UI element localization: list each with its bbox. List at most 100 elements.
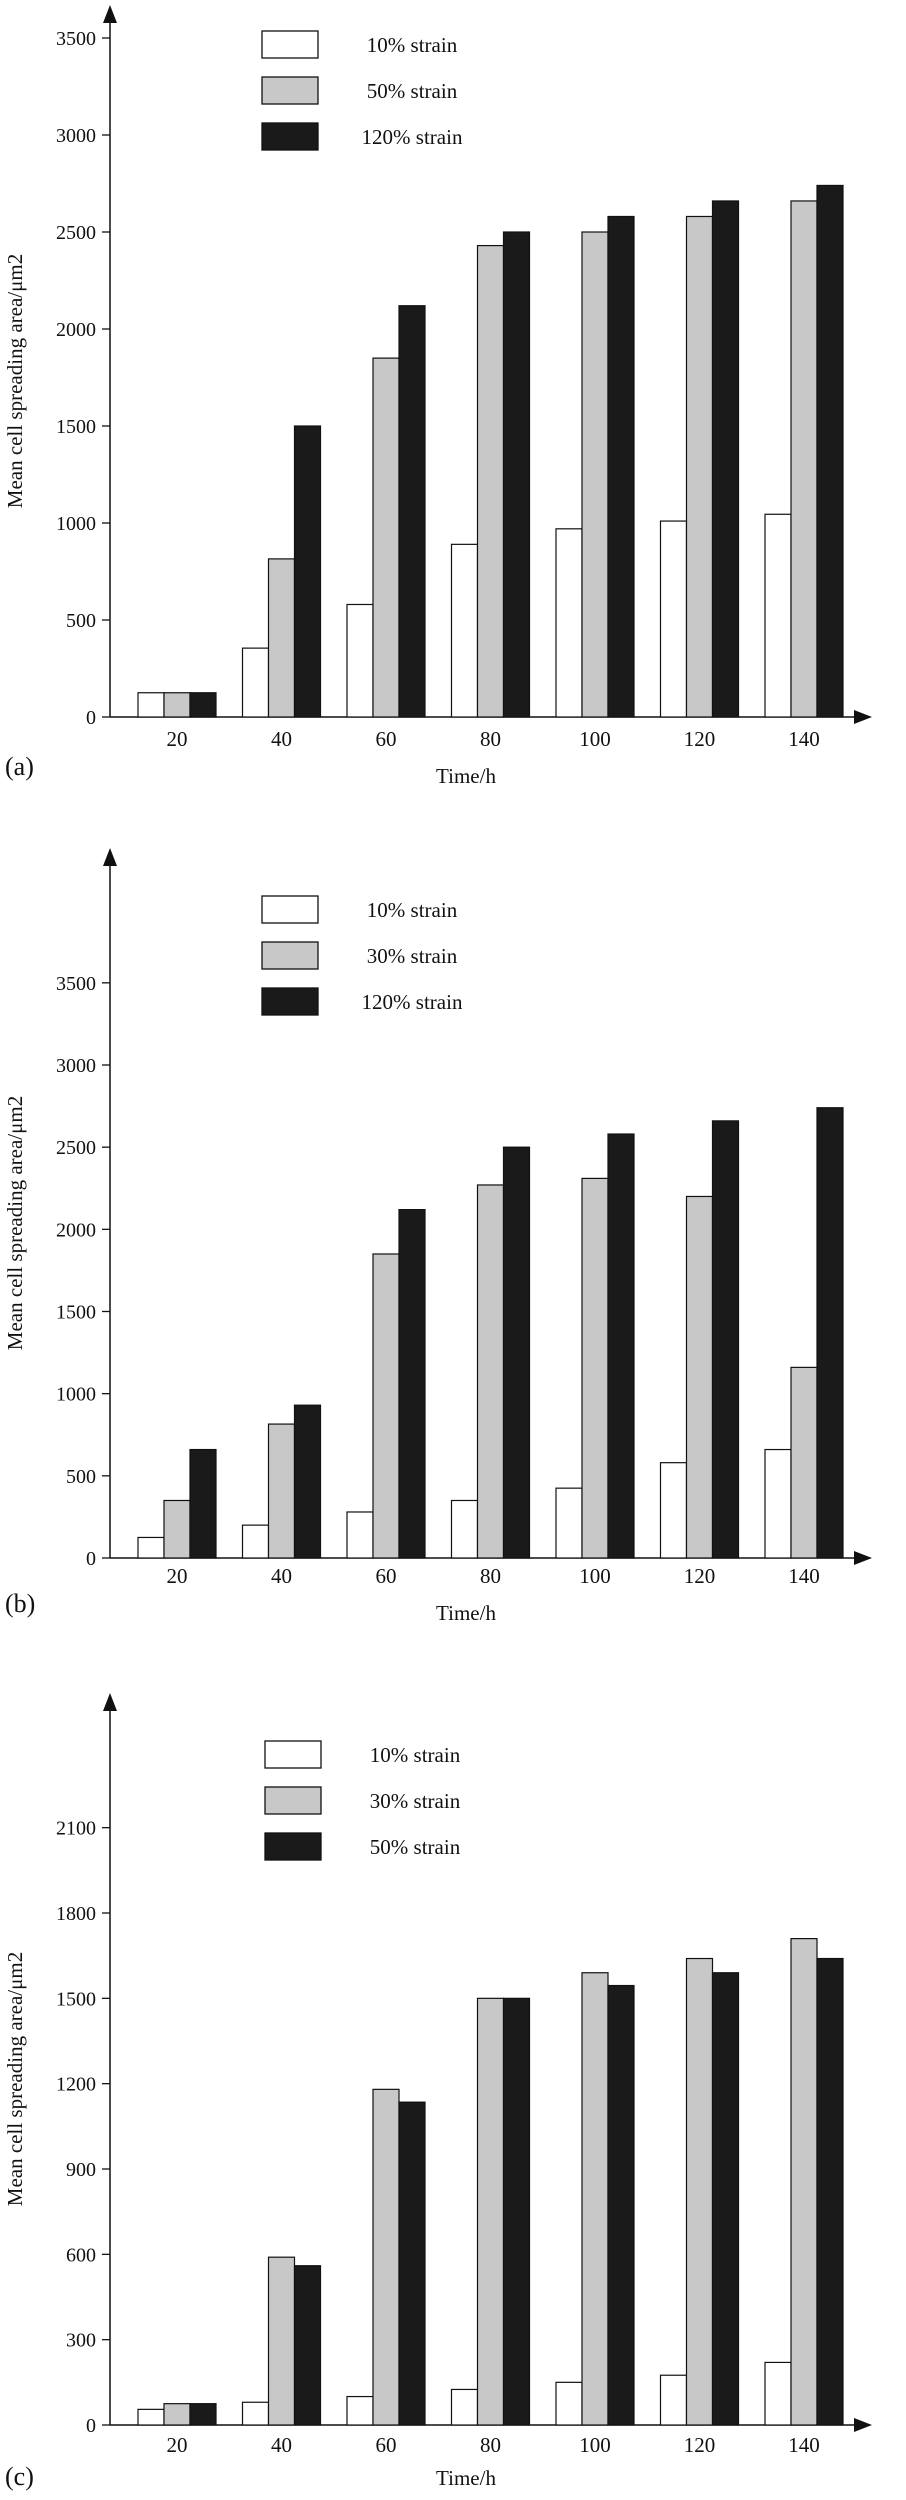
y-tick-label: 3500 — [56, 28, 96, 50]
bar — [346, 2395, 374, 2426]
bar — [398, 2101, 426, 2426]
bar — [372, 2088, 400, 2426]
y-tick-label: 2000 — [56, 319, 96, 341]
bar — [685, 215, 714, 718]
y-tick-label: 2000 — [56, 1219, 96, 1241]
bar — [137, 2408, 165, 2426]
x-tick-label: 140 — [788, 1564, 820, 1588]
bar — [711, 1120, 740, 1559]
y-tick-label: 500 — [66, 610, 96, 632]
x-tick-label: 40 — [271, 2433, 292, 2457]
legend-label: 30% strain — [370, 1789, 461, 1813]
x-tick-label: 60 — [376, 727, 397, 751]
y-tick-label: 1000 — [56, 513, 96, 535]
bar — [241, 1524, 270, 1559]
bar — [189, 692, 217, 718]
bar — [163, 2403, 191, 2426]
bar — [502, 1997, 531, 2426]
bar — [267, 1423, 296, 1559]
y-tick-label: 1500 — [56, 1302, 96, 1324]
x-tick-label: 120 — [684, 1564, 716, 1588]
legend-swatch — [261, 30, 319, 59]
bar — [607, 1133, 635, 1559]
bar — [711, 200, 740, 718]
y-tick-label: 1500 — [56, 416, 96, 438]
x-tick-label: 20 — [167, 2433, 188, 2457]
bar — [163, 692, 191, 718]
bar — [398, 305, 426, 718]
panel-label: (b) — [5, 1589, 35, 1618]
bar — [267, 558, 296, 718]
x-axis-arrow — [854, 710, 872, 724]
bar — [293, 2265, 322, 2426]
x-tick-label: 100 — [579, 727, 611, 751]
bar — [241, 2401, 270, 2426]
x-tick-label: 60 — [376, 1564, 397, 1588]
legend-label: 50% strain — [370, 1835, 461, 1859]
x-axis-arrow — [854, 2418, 872, 2432]
y-axis-arrow — [103, 5, 117, 23]
bar — [607, 1984, 635, 2426]
legend-label: 120% strain — [362, 125, 463, 149]
chart-panel: 0 500 1000 1500 2000 2500 3000 3500 Mean cell sp… — [3, 5, 872, 788]
y-tick-label: 1200 — [56, 2074, 96, 2096]
bar — [450, 543, 479, 718]
x-tick-label: 140 — [788, 2433, 820, 2457]
bar — [346, 1511, 374, 1559]
y-tick-label: 2500 — [56, 222, 96, 244]
x-tick-label: 80 — [480, 1564, 501, 1588]
y-tick-label: 2500 — [56, 1137, 96, 1159]
bar — [163, 1499, 191, 1559]
bar — [581, 1177, 609, 1559]
bar — [502, 231, 531, 718]
legend-swatch — [261, 941, 319, 970]
bar — [450, 1499, 479, 1559]
bar — [476, 244, 505, 718]
bar — [790, 200, 818, 718]
bar — [685, 1957, 714, 2426]
bar — [711, 1972, 740, 2426]
bar — [816, 1107, 844, 1559]
x-tick-label: 80 — [480, 727, 501, 751]
bar — [555, 528, 583, 718]
legend-label: 120% strain — [362, 990, 463, 1014]
bar — [659, 520, 688, 718]
legend-label: 30% strain — [367, 944, 458, 968]
y-tick-label: 1500 — [56, 1988, 96, 2010]
legend-swatch — [261, 895, 319, 924]
bar — [293, 425, 322, 718]
y-tick-label: 1800 — [56, 1903, 96, 1925]
chart-panel: 0 500 1000 1500 2000 2500 3000 3500 Mean cell sp… — [3, 848, 872, 1625]
bar — [581, 231, 609, 718]
panel-label: (c) — [5, 2462, 34, 2491]
y-axis-arrow — [103, 1693, 117, 1711]
bar — [398, 1209, 426, 1559]
x-axis-arrow — [854, 1551, 872, 1565]
legend-swatch — [264, 1786, 322, 1815]
x-tick-label: 20 — [167, 727, 188, 751]
bar — [346, 603, 374, 718]
y-tick-label: 0 — [86, 707, 96, 729]
bar — [372, 357, 400, 718]
bar — [450, 2388, 479, 2426]
y-tick-label: 3000 — [56, 1055, 96, 1077]
y-tick-label: 500 — [66, 1466, 96, 1488]
bar — [372, 1253, 400, 1559]
legend-label: 50% strain — [367, 79, 458, 103]
y-axis-arrow — [103, 848, 117, 866]
bar — [476, 1184, 505, 1559]
bar — [659, 2374, 688, 2426]
bar — [189, 2403, 217, 2426]
y-tick-label: 3000 — [56, 125, 96, 147]
legend-swatch — [264, 1832, 322, 1861]
panel-label: (a) — [5, 752, 34, 781]
y-tick-label: 300 — [66, 2330, 96, 2352]
bar — [764, 1448, 792, 1559]
bar — [502, 1146, 531, 1559]
x-tick-label: 40 — [271, 727, 292, 751]
x-tick-label: 120 — [684, 727, 716, 751]
y-tick-label: 900 — [66, 2159, 96, 2181]
x-axis-label: Time/h — [436, 1601, 496, 1625]
y-tick-label: 2100 — [56, 1818, 96, 1840]
